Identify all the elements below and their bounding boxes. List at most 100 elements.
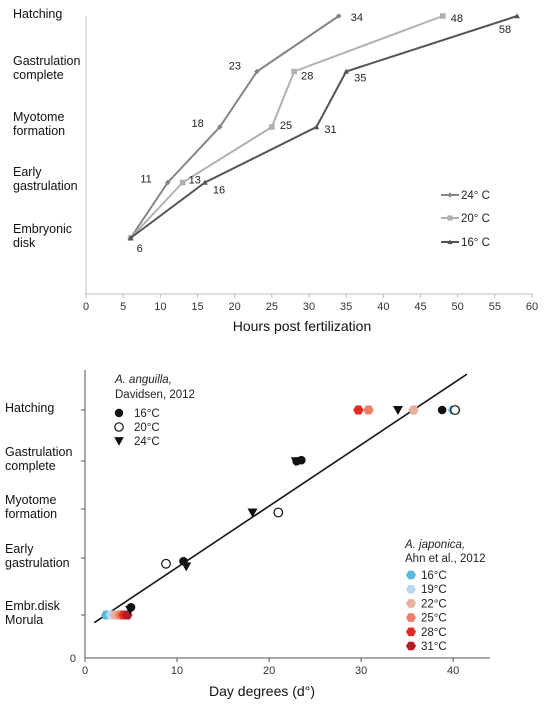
x-tick-label: 10 [154,301,166,313]
stage-label-text: Gastrulation complete [5,439,115,479]
legend-marker [406,613,416,622]
x-tick-label: 30 [355,665,367,677]
stage-label-line: disk [13,236,36,250]
data-point [179,179,186,186]
stage-label-line: formation [5,507,58,521]
data-label: 25 [280,120,292,132]
stage-label-line: Embryonic [13,222,73,236]
stage-label-text: Hatching [13,0,123,34]
stage-label-line: Myotome [5,493,57,507]
legend-marker [114,422,124,432]
legend-label: 22°C [421,598,447,610]
legend-label: 16° C [461,237,490,249]
x-tick-label: 10 [171,665,183,677]
data-label: 28 [301,71,313,83]
x-tick-label: 55 [489,301,501,313]
anguilla-point [392,406,403,415]
legend-marker [447,239,453,245]
legend-label: 20° C [461,213,490,225]
data-label: 6 [137,243,143,255]
stage-label: Hatching [5,388,115,428]
x-tick-label: 25 [266,301,278,313]
series-square: 13 25 28 48 [127,13,463,241]
legend-marker [447,215,453,221]
legend-marker [114,437,124,446]
series-diamond: 11 18 23 34 [127,12,363,241]
stage-label-text: Embryonic disk [13,216,123,256]
data-label: 13 [189,175,201,187]
anguilla-point [450,405,460,415]
x-tick-label: 60 [526,301,538,313]
y-origin-tick-label: 0 [70,653,76,665]
data-label: 58 [499,24,511,36]
legend-marker [406,584,416,594]
anguilla-point [125,605,136,615]
data-point [343,68,349,74]
data-point [291,68,297,75]
stage-label-text: Hatching [5,388,115,428]
anguilla-point [290,457,301,467]
stage-label-line: Embr.disk [5,599,60,613]
data-point [127,235,134,241]
anguilla-point [437,405,447,415]
data-label: 11 [140,174,151,186]
trend-line [93,373,468,624]
legend-entry: 24° C [441,190,490,202]
legend-marker [406,570,416,580]
x-tick-label: 20 [229,301,241,313]
x-axis-title: Day degrees (d°) [209,683,315,699]
legend-entry: 20° C [441,213,490,225]
data-point [202,179,208,185]
legend-label: 16°C [421,570,447,582]
series-triangle: 6 16 31 35 58 [127,13,520,255]
x-tick-label: 45 [414,301,426,313]
legend-marker [406,641,416,651]
japonica-point [353,405,364,415]
x-tick-label: 40 [377,301,389,313]
x-tick-label: 15 [191,301,203,313]
legend-label: 20°C [134,422,160,434]
legend-label: 16°C [134,408,160,420]
anguilla-point [247,508,258,518]
legend-marker [406,599,416,608]
x-tick-label: 5 [120,301,126,313]
data-label: 35 [354,73,366,85]
stage-label-line: complete [5,459,56,473]
japonica-point [363,405,374,415]
data-label: 16 [213,185,225,197]
x-axis-title: Hours post fertilization [233,318,372,334]
japonica-series [101,405,462,620]
stage-label-line: gastrulation [13,179,78,193]
legend-marker [114,408,124,418]
data-point [269,124,275,130]
stage-label: Hatching [13,0,123,34]
stage-label-text: Early gastrulation [5,536,115,576]
legend-species: A. japonica, [404,539,465,551]
legend-label: 24° C [461,190,490,202]
legend-label: 31°C [421,641,447,653]
stage-label-line: Hatching [13,7,63,21]
data-point [254,68,260,75]
stage-label-text: Early gastrulation [13,159,123,199]
legend-label: 24°C [134,436,160,448]
anguilla-point [161,558,171,569]
anguilla-point [273,507,284,518]
stage-label-text: Gastrulation complete [13,48,123,88]
legend-anguilla: A. anguilla, Davidsen, 2012 16°C 20°C 24°C [114,374,195,448]
data-point [335,13,342,19]
data-point [164,179,171,186]
x-tick-label: 0 [83,301,89,313]
stage-label-text: Embr.disk Morula [5,593,115,633]
data-label: 18 [192,118,204,130]
japonica-point [408,405,419,415]
stage-label-line: Gastrulation [5,445,73,459]
